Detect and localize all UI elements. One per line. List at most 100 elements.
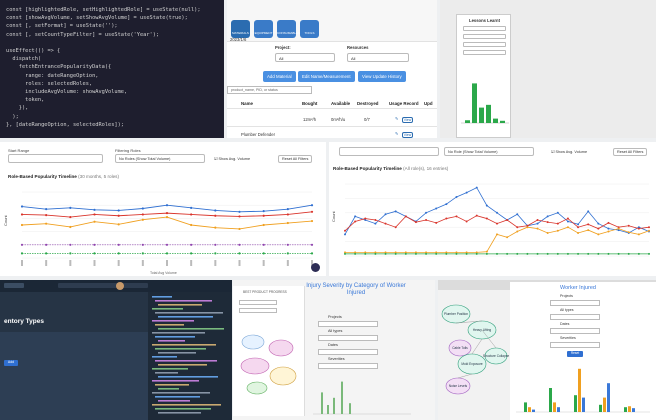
project-select[interactable]: All	[275, 53, 335, 62]
code-line: useEffect(() => {	[6, 137, 218, 138]
lessons-filter-4[interactable]	[463, 50, 506, 55]
tab-materials[interactable]: MATERIALS	[231, 20, 250, 38]
worker-projects-select[interactable]	[550, 300, 600, 306]
series-point	[597, 252, 600, 255]
series-point	[526, 252, 529, 255]
injury-dates-select[interactable]	[318, 349, 378, 355]
worker-reset-button[interactable]: Reset	[567, 351, 583, 357]
devtools-line	[158, 400, 190, 402]
series-line	[345, 226, 650, 253]
series-point	[435, 207, 438, 210]
devtools-line	[155, 372, 178, 374]
show-avg-checkbox-right[interactable]: ☑ Show Avg. Volume	[551, 150, 588, 154]
series-point	[394, 251, 397, 254]
inventory-search-input[interactable]: product_name, PID, or status	[227, 86, 312, 94]
devtools-line	[152, 320, 194, 322]
series-point	[485, 250, 488, 253]
series-point	[435, 252, 438, 255]
series-point	[45, 222, 48, 225]
series-point	[238, 215, 241, 218]
injury-bar	[327, 405, 329, 414]
x-tick	[117, 260, 120, 266]
row1-available: 0m²/h/u	[331, 117, 346, 122]
injury-select-1[interactable]	[239, 300, 277, 305]
injury-filter-dates: Dates	[328, 343, 338, 347]
injury-types-select[interactable]	[318, 335, 378, 341]
vscode-panel: entory Types Add	[0, 280, 232, 420]
series-point	[556, 229, 559, 232]
worker-filter-dates: Dates	[560, 322, 570, 326]
injury-bar	[333, 397, 335, 414]
lessons-title: Lessons Learnt	[469, 18, 500, 23]
worker-bar	[549, 388, 552, 412]
help-icon[interactable]	[311, 263, 320, 272]
edit-name-measurement-button[interactable]: Edit Name/Measurement	[298, 71, 355, 82]
start-range-select[interactable]	[8, 154, 103, 163]
row2-view-button[interactable]: View	[402, 132, 413, 138]
worker-severities-select[interactable]	[550, 342, 600, 348]
view-update-history-button[interactable]: View Update History	[358, 71, 406, 82]
worker-bar	[632, 408, 635, 412]
avatar[interactable]	[116, 282, 124, 290]
series-point	[587, 229, 590, 232]
series-point	[516, 230, 519, 233]
injury-severities-select[interactable]	[318, 363, 378, 369]
lessons-filter-1[interactable]	[463, 26, 506, 31]
injury-projects-select[interactable]	[318, 321, 378, 327]
lessons-bar	[486, 104, 491, 123]
row2-edit-icon[interactable]: ✎	[395, 131, 399, 136]
x-tick	[141, 260, 144, 266]
devtools-line	[155, 384, 189, 386]
worker-filter-projects: Projects	[560, 294, 573, 298]
chart-right-ylabel: Count	[331, 210, 336, 222]
reset-filters-button[interactable]: Reset All Filters	[278, 155, 313, 163]
series-point	[526, 224, 529, 227]
lessons-filter-2[interactable]	[463, 34, 506, 39]
row1-edit-icon[interactable]: ✎	[395, 116, 399, 121]
devtools-line	[155, 396, 200, 398]
code-line: }, [dateRangeOption, selectedRoles]);	[6, 121, 124, 128]
series-point	[465, 252, 468, 255]
worker-card: Worker Injured Projects All types Dates …	[510, 282, 656, 420]
code-editor-panel: const [highlightedRole, setHighlightedRo…	[0, 0, 224, 138]
series-point	[546, 231, 549, 234]
resources-select[interactable]: All	[347, 53, 409, 62]
x-tick	[262, 260, 265, 266]
reset-filters-button-right[interactable]: Reset All Filters	[613, 148, 648, 156]
tab-tools[interactable]: TOOLS	[300, 20, 319, 38]
series-point	[425, 252, 428, 255]
series-point	[435, 251, 438, 254]
series-point	[425, 211, 428, 214]
devtools-line	[158, 316, 213, 318]
role-select[interactable]: No Roles (Show Total Volume)	[115, 154, 205, 163]
series-point	[394, 210, 397, 213]
injury-header: BEST PRODUCT PROGRESS	[243, 290, 287, 294]
worker-dates-select[interactable]	[550, 328, 600, 334]
range-select[interactable]	[339, 147, 439, 156]
row1-view-button[interactable]: View	[402, 117, 413, 123]
series-point	[425, 219, 428, 221]
series-point	[465, 251, 468, 254]
series-point	[648, 252, 650, 255]
tab-equipment[interactable]: EQUIPMENT	[254, 20, 273, 38]
series-point	[627, 231, 630, 234]
injury-filter-projects: Projects	[328, 315, 342, 319]
injury-select-2[interactable]	[239, 308, 277, 313]
series-point	[374, 251, 377, 254]
series-point	[165, 243, 169, 246]
series-point	[455, 251, 458, 254]
series-point	[607, 230, 610, 233]
series-point	[310, 219, 314, 223]
tab-consumables[interactable]: CONSUMABLES	[277, 20, 300, 38]
col-bought: Bought	[302, 101, 318, 106]
series-point	[637, 227, 640, 230]
worker-bar	[553, 402, 556, 412]
show-avg-checkbox[interactable]: ☑ Show Avg. Volume	[214, 157, 251, 161]
add-material-button[interactable]: Add Material	[263, 71, 296, 82]
role-select-right[interactable]: No Role (Show Total Volume)	[444, 147, 534, 156]
add-button[interactable]: Add	[4, 360, 18, 366]
worker-types-select[interactable]	[550, 314, 600, 320]
lessons-filter-3[interactable]	[463, 42, 506, 47]
series-point	[117, 209, 120, 212]
series-point	[20, 205, 24, 208]
